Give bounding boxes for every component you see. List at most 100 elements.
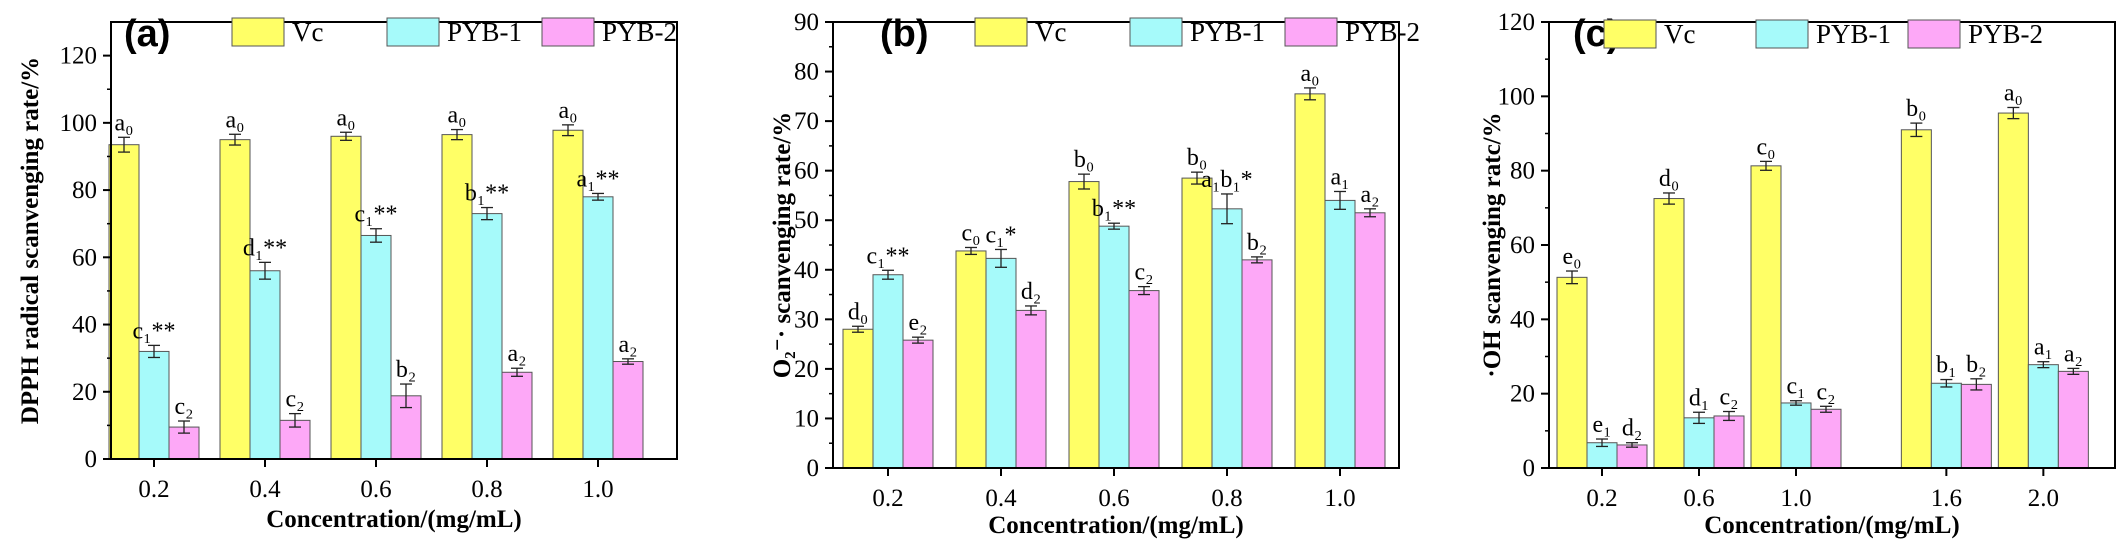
bar (1294, 93, 1326, 469)
x-tick-label: 0.4 (985, 485, 1017, 512)
significance-label: c₂ (285, 387, 304, 413)
bar (471, 213, 503, 460)
x-axis-title: Concentration/(mg/mL) (1704, 512, 1960, 539)
bar (138, 350, 170, 460)
significance-label: e₀ (1562, 244, 1581, 270)
legend-swatch (1603, 19, 1657, 49)
y-tick-label: 0 (85, 446, 98, 473)
significance-label: a₀ (2004, 80, 2023, 106)
bar (985, 257, 1017, 469)
bar (1997, 112, 2029, 469)
bar (1750, 165, 1782, 469)
y-tick-label: 60 (72, 244, 97, 271)
significance-label: c₁ (1786, 374, 1805, 400)
y-tick-label: 80 (72, 177, 97, 204)
y-tick-label: 30 (794, 306, 819, 333)
y-tick-label: 120 (60, 43, 98, 70)
panel-c: e₀ e₁ d₂ 0.2 d₀ d₁ c₂ 0.6 c₀ c₁ c₂ 1.0 b₀ b₁ b₂ 1.6 a₀ a₁… (1479, 9, 2116, 539)
bar (1930, 382, 1962, 469)
bar (1683, 417, 1715, 469)
x-axis-title: Concentration/(mg/mL) (988, 512, 1244, 539)
legend-entry: PYB-1 (1816, 19, 1891, 49)
significance-label: a₀ (558, 98, 577, 124)
y-tick-label: 10 (794, 405, 819, 432)
x-tick-label: 0.6 (1098, 485, 1129, 512)
bar (1960, 383, 1992, 469)
legend-entry: PYB-1 (1190, 17, 1265, 47)
x-tick-label: 0.6 (360, 476, 391, 503)
significance-label: a₁ (1330, 164, 1349, 190)
y-tick-label: 90 (794, 9, 819, 36)
legend-swatch (386, 17, 440, 47)
y-tick-label: 70 (794, 108, 819, 135)
legend-entry: PYB-2 (1345, 17, 1420, 47)
bar (955, 250, 987, 469)
bar (1900, 129, 1932, 469)
x-tick-label: 0.2 (138, 476, 169, 503)
panel-a: a₀ c₁** c₂ 0.2 a₀ d₁** c₂ 0.4 a₀ c₁** b₂ 0.6 a₀ b₁** a… (17, 13, 678, 533)
significance-label: a₁b₁* (1201, 167, 1252, 193)
bar (1616, 444, 1648, 469)
x-tick-label: 0.4 (249, 476, 281, 503)
y-tick-label: 80 (794, 59, 819, 86)
legend-swatch (541, 17, 595, 47)
significance-label: d₂ (1021, 279, 1041, 305)
bar (902, 339, 934, 469)
bar (552, 129, 584, 460)
x-tick-label: 1.0 (582, 476, 613, 503)
y-tick-label: 20 (794, 356, 819, 383)
plot-frame (832, 21, 1400, 469)
significance-label: a₂ (1360, 182, 1379, 208)
significance-label: b₁** (1092, 196, 1136, 222)
y-tick-label: 40 (72, 312, 97, 339)
legend-entry: PYB-1 (447, 17, 522, 47)
y-tick-label: 120 (1498, 9, 1536, 36)
bar (1713, 415, 1745, 469)
x-tick-label: 1.6 (1931, 485, 1962, 512)
significance-label: c₀ (1756, 134, 1775, 160)
y-tick-label: 20 (1510, 381, 1535, 408)
bar (842, 328, 874, 469)
legend-entry: Vc (292, 17, 323, 47)
bar (1780, 402, 1812, 469)
significance-label: b₁** (465, 181, 509, 207)
significance-label: e₁ (1592, 412, 1611, 438)
x-tick-label: 0.2 (872, 485, 903, 512)
significance-label: b₀ (1906, 96, 1926, 122)
bar (2027, 364, 2059, 469)
x-tick-label: 0.6 (1683, 485, 1714, 512)
y-tick-label: 0 (1523, 455, 1536, 482)
significance-label: e₂ (908, 310, 927, 336)
x-tick-label: 0.8 (471, 476, 502, 503)
x-tick-label: 2.0 (2028, 485, 2059, 512)
significance-label: a₀ (114, 110, 133, 136)
significance-label: b₂ (1966, 352, 1986, 378)
significance-label: a₂ (2064, 341, 2083, 367)
significance-label: d₁** (243, 235, 287, 261)
significance-label: b₀ (1187, 145, 1207, 171)
y-tick-label: 60 (1510, 232, 1535, 259)
significance-label: c₂ (1134, 260, 1153, 286)
bar (1810, 408, 1842, 469)
bar (360, 234, 392, 460)
y-axis-title: ·OH scanvenging ratc/% (1479, 112, 1506, 377)
significance-label: a₂ (618, 332, 637, 358)
significance-label: c₁** (866, 243, 909, 269)
bar (1098, 225, 1130, 469)
significance-label: c₀ (961, 220, 980, 246)
x-tick-label: 1.0 (1780, 485, 1811, 512)
significance-label: d₁ (1689, 385, 1709, 411)
significance-label: c₁** (132, 318, 175, 344)
significance-label: c₁* (985, 222, 1016, 248)
y-tick-label: 100 (60, 110, 98, 137)
bar (1128, 290, 1160, 469)
panel-label: (b) (880, 13, 929, 55)
bar (1653, 198, 1685, 469)
legend-swatch (1755, 19, 1809, 49)
bar (2057, 370, 2089, 469)
significance-label: c₂ (174, 394, 193, 420)
significance-label: a₀ (336, 105, 355, 131)
legend-entry: Vc (1664, 19, 1695, 49)
bar (1354, 212, 1386, 469)
